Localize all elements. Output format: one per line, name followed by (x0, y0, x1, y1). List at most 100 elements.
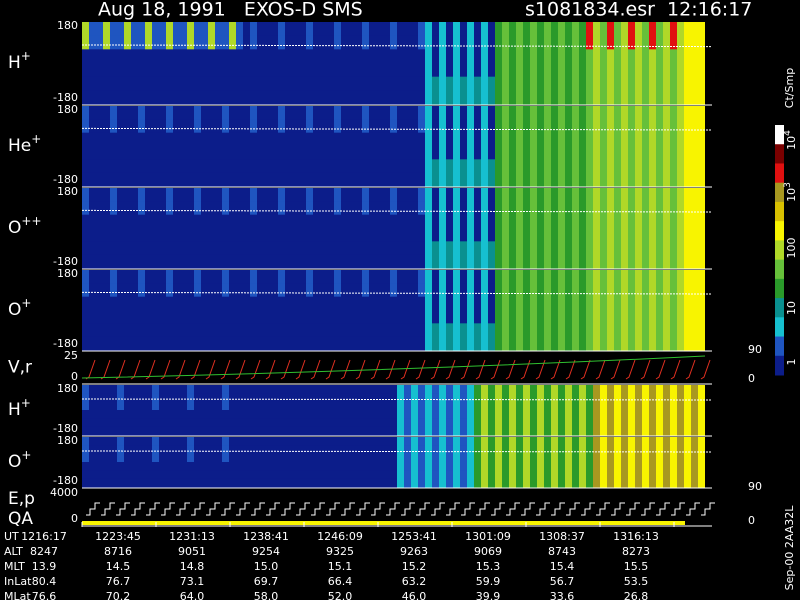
spectrum-cell (271, 254, 278, 269)
spectrum-cell (278, 336, 285, 351)
spectrum-cell (334, 214, 341, 229)
spectrum-cell (488, 462, 495, 471)
spectrum-cell (131, 22, 138, 37)
spectrum-cell (131, 453, 138, 463)
spectrum-cell (404, 336, 411, 351)
spectrum-cell (152, 462, 159, 471)
spectrum-cell (397, 270, 404, 284)
spectrum-cell (236, 106, 243, 120)
spectrum-cell (411, 336, 418, 351)
spectrum-cell (299, 453, 306, 463)
spectrum-cell (642, 132, 649, 147)
spectrum-cell (600, 22, 607, 37)
spectrum-cell (194, 90, 201, 105)
spectrum-cell (663, 393, 670, 403)
spectrum-cell (404, 310, 411, 324)
spectrum-cell (593, 146, 600, 160)
spectrum-cell (642, 254, 649, 269)
spectrum-cell (509, 49, 516, 64)
spectrum-cell (313, 132, 320, 147)
spectrum-cell (278, 453, 285, 463)
spectrum-cell (677, 119, 684, 134)
spectrum-cell (628, 437, 635, 446)
spectrum-cell (250, 119, 257, 134)
spectrum-cell (425, 410, 432, 419)
spectrum-cell (215, 470, 222, 480)
spectrum-cell (397, 201, 404, 216)
spectrum-cell (572, 214, 579, 229)
spectrum-cell (418, 453, 425, 463)
spectrum-cell (649, 270, 656, 284)
spectrum-cell (236, 418, 243, 428)
spectrum-cell (537, 426, 544, 436)
spectrum-cell (509, 172, 516, 187)
spectrum-cell (677, 201, 684, 216)
spectrum-cell (502, 214, 509, 229)
spectrum-cell (124, 336, 131, 351)
spectrum-cell (481, 228, 488, 242)
spectrum-cell (257, 106, 264, 120)
row-value: 9254 (252, 545, 280, 558)
spectrum-cell (306, 418, 313, 428)
spectrum-cell (299, 119, 306, 134)
spectrum-cell (355, 106, 362, 120)
spectrum-cell (642, 214, 649, 229)
spectrum-cell (187, 22, 194, 37)
spectrum-cell (355, 201, 362, 216)
spectrum-cell (684, 270, 691, 284)
spectrum-cell (537, 385, 544, 394)
spectrum-cell (138, 283, 145, 298)
spectrum-cell (138, 385, 145, 394)
spectrum-cell (551, 445, 558, 455)
spectrum-cell (341, 462, 348, 471)
spectrum-cell (334, 462, 341, 471)
spectrum-cell (684, 283, 691, 298)
y-tick-label: -180 (53, 474, 78, 487)
spectrum-cell (292, 310, 299, 324)
spectrum-cell (474, 172, 481, 187)
spectrum-cell (544, 426, 551, 436)
spectrum-cell (285, 478, 292, 488)
spectrum-cell (628, 76, 635, 91)
spectrum-cell (691, 241, 698, 256)
spectrum-cell (159, 401, 166, 411)
spectrum-cell (89, 470, 96, 480)
spectrum-cell (166, 418, 173, 428)
spectrum-cell (663, 270, 670, 284)
spectrum-cell (425, 462, 432, 471)
spectrum-cell (299, 470, 306, 480)
spectrum-cell (432, 462, 439, 471)
spectrum-cell (334, 478, 341, 488)
spectrum-cell (327, 228, 334, 242)
spectrum-cell (264, 254, 271, 269)
spectrum-cell (509, 426, 516, 436)
y-tick-label: 25 (64, 349, 78, 362)
spectrum-cell (201, 437, 208, 446)
spectrum-cell (453, 76, 460, 91)
spectrum-cell (607, 172, 614, 187)
spectrum-cell (558, 453, 565, 463)
spectrum-cell (180, 453, 187, 463)
spectrum-cell (495, 90, 502, 105)
spectrum-cell (607, 453, 614, 463)
spectrum-cell (180, 106, 187, 120)
trace-line (81, 209, 713, 213)
spectrum-cell (614, 49, 621, 64)
spectrum-cell (229, 426, 236, 436)
spectrum-cell (243, 283, 250, 298)
spectrum-cell (523, 63, 530, 78)
spectrum-cell (103, 410, 110, 419)
spectrum-cell (565, 76, 572, 91)
spectrum-cell (110, 132, 117, 147)
spectrum-cell (621, 401, 628, 411)
spectrum-cell (418, 201, 425, 216)
spectrum-cell (383, 283, 390, 298)
spectrum-cell (124, 437, 131, 446)
spectrum-cell (208, 445, 215, 455)
spectrum-cell (243, 22, 250, 37)
spectrum-cell (621, 172, 628, 187)
spectrum-cell (600, 453, 607, 463)
spectrum-cell (418, 35, 425, 50)
spectrum-cell (82, 35, 89, 50)
spectrum-cell (236, 270, 243, 284)
